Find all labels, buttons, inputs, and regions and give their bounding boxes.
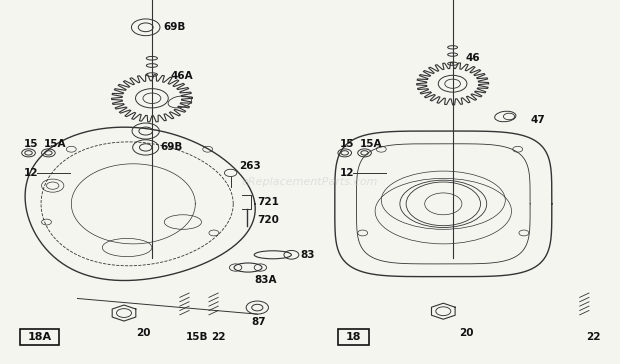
- Text: 69B: 69B: [163, 22, 185, 32]
- Text: 15A: 15A: [43, 139, 66, 149]
- Text: 22: 22: [586, 332, 600, 342]
- Text: 15A: 15A: [360, 139, 382, 149]
- Text: 263: 263: [239, 161, 260, 171]
- Text: 721: 721: [257, 197, 279, 207]
- Text: 15: 15: [24, 139, 38, 149]
- Text: 20: 20: [459, 328, 473, 338]
- Text: 47: 47: [530, 115, 545, 125]
- Text: 15: 15: [340, 139, 354, 149]
- Text: 18: 18: [346, 332, 361, 342]
- Text: 46A: 46A: [170, 71, 193, 82]
- Text: 87: 87: [251, 317, 266, 327]
- Text: 22: 22: [211, 332, 225, 342]
- Text: 83: 83: [301, 250, 315, 260]
- Text: 83A: 83A: [254, 275, 277, 285]
- Text: 20: 20: [136, 328, 151, 338]
- Text: 12: 12: [340, 168, 354, 178]
- Text: eReplacementParts.com: eReplacementParts.com: [242, 177, 378, 187]
- Text: 18A: 18A: [28, 332, 51, 342]
- Text: 69B: 69B: [161, 142, 183, 153]
- Text: 720: 720: [257, 215, 279, 225]
- Text: 15B: 15B: [186, 332, 208, 342]
- Text: 12: 12: [24, 168, 38, 178]
- Text: 46: 46: [465, 53, 480, 63]
